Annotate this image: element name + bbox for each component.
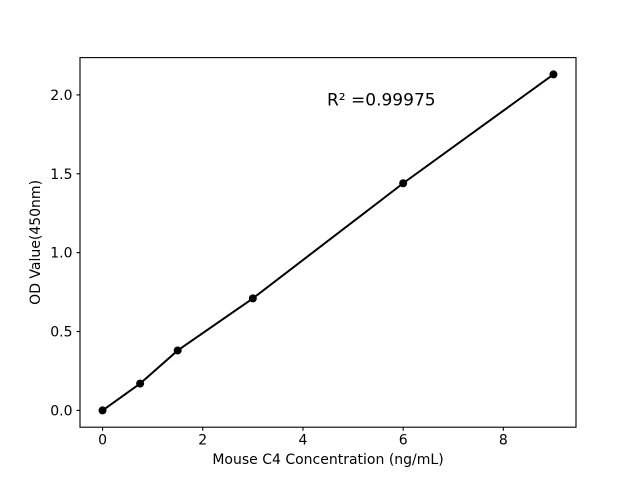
data-point	[549, 70, 558, 79]
y-axis-label: OD Value(450nm)	[28, 180, 44, 305]
data-point	[136, 379, 145, 388]
data-point	[173, 346, 182, 355]
y-tick-label: 1.5	[50, 167, 72, 183]
x-tick-label: 6	[399, 433, 408, 449]
x-tick-label: 8	[499, 433, 508, 449]
data-point	[248, 294, 257, 303]
x-axis-ticks: 0 2 4 6 8	[98, 427, 508, 449]
data-point	[399, 179, 408, 188]
x-tick-label: 0	[98, 433, 107, 449]
x-tick-label: 4	[298, 433, 307, 449]
y-tick-label: 2.0	[50, 88, 72, 104]
x-tick-label: 2	[198, 433, 207, 449]
plot-area	[80, 57, 576, 428]
data-point	[98, 406, 107, 415]
y-axis-ticks: 0.0 0.5 1.0 1.5 2.0	[50, 88, 80, 419]
r-squared-annotation: R² =0.99975	[327, 91, 436, 111]
y-tick-label: 0.5	[50, 325, 72, 341]
plot-border-spines	[79, 57, 577, 428]
series-line	[101, 73, 555, 412]
y-tick-label: 1.0	[50, 246, 72, 262]
y-tick-label: 0.0	[50, 403, 72, 419]
data-series	[98, 70, 558, 415]
x-axis-label: Mouse C4 Concentration (ng/mL)	[212, 452, 443, 468]
